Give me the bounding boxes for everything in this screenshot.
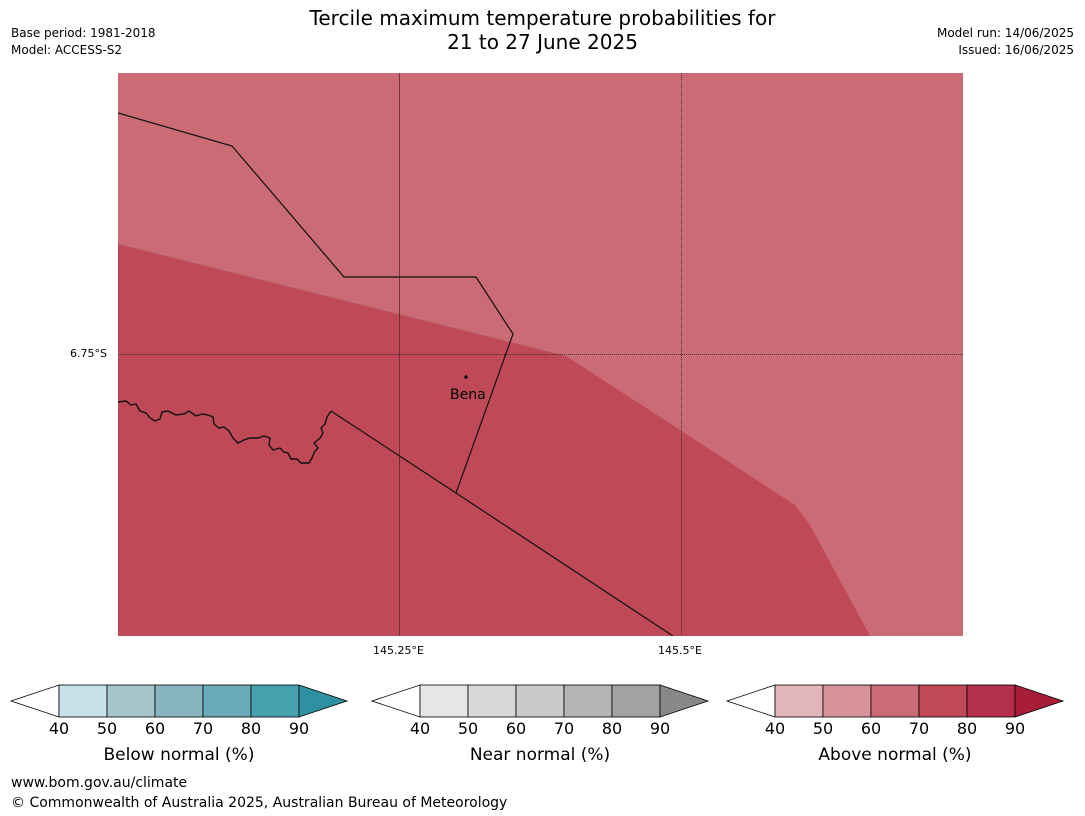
- colorbar-tick-label: 60: [860, 719, 882, 738]
- province-boundary-south: [330, 410, 674, 636]
- colorbar-below-normal: [9, 684, 349, 718]
- base-period-text: Base period: 1981-2018: [11, 26, 156, 40]
- colorbar-tick-label: 80: [601, 719, 623, 738]
- colorbar-tick-label: 90: [1004, 719, 1026, 738]
- longitude-label-145-5: 145.5°E: [658, 644, 702, 657]
- region-above-80-90: [118, 244, 870, 636]
- colorbar-segment: [467, 684, 517, 718]
- colorbar-tick-label: 70: [553, 719, 575, 738]
- footer-url: www.bom.gov.au/climate: [11, 775, 188, 791]
- forecast-map: [118, 73, 963, 636]
- colorbar-segment: [611, 684, 661, 718]
- colorbar-segment: [154, 684, 204, 718]
- colorbar-tick-label: 40: [409, 719, 431, 738]
- colorbar-near-normal: [370, 684, 710, 718]
- colorbar-high-arrow: [298, 684, 349, 718]
- metadata-right: Model run: 14/06/2025 Issued: 16/06/2025: [937, 25, 1074, 59]
- colorbar-segment: [563, 684, 613, 718]
- title-line-1: Tercile maximum temperature probabilitie…: [309, 6, 776, 30]
- colorbar-tick-label: 60: [505, 719, 527, 738]
- colorbar-high-arrow: [1014, 684, 1065, 718]
- colorbar-segment: [202, 684, 252, 718]
- colorbar-title-above-normal: Above normal (%): [818, 745, 972, 765]
- colorbar-strip: [9, 684, 1065, 718]
- map-title: Tercile maximum temperature probabilitie…: [0, 6, 1085, 54]
- colorbar-low-arrow: [370, 684, 421, 718]
- colorbar-segment: [822, 684, 872, 718]
- colorbar-tick-label: 70: [908, 719, 930, 738]
- colorbar-high-arrow: [659, 684, 710, 718]
- province-boundary: [118, 112, 514, 494]
- colorbar-above-normal: [725, 684, 1065, 718]
- colorbar-tick-label: 50: [457, 719, 479, 738]
- colorbar-tick-label: 90: [288, 719, 310, 738]
- place-label-bena: Bena: [450, 387, 486, 403]
- colorbar-tick-label: 80: [240, 719, 262, 738]
- colorbar-segment: [106, 684, 156, 718]
- colorbar-segment: [918, 684, 968, 718]
- colorbar-tick-label: 50: [96, 719, 118, 738]
- colorbar-tick-label: 90: [649, 719, 671, 738]
- colorbar-title-near-normal: Near normal (%): [469, 745, 611, 765]
- river-boundary: [118, 400, 332, 464]
- latitude-label: 6.75°S: [70, 347, 107, 360]
- longitude-label-145-25: 145.25°E: [373, 644, 424, 657]
- colorbar-tick-label: 70: [192, 719, 214, 738]
- colorbar-tick-label: 40: [48, 719, 70, 738]
- colorbar-title-below-normal: Below normal (%): [103, 745, 255, 765]
- colorbar-low-arrow: [725, 684, 776, 718]
- colorbar-segment: [58, 684, 108, 718]
- issued-text: Issued: 16/06/2025: [958, 43, 1074, 57]
- colorbar-segment: [250, 684, 300, 718]
- colorbar-segment: [966, 684, 1016, 718]
- colorbar-low-arrow: [9, 684, 60, 718]
- colorbar-tick-label: 50: [812, 719, 834, 738]
- model-text: Model: ACCESS-S2: [11, 43, 123, 57]
- colorbar-tick-label: 60: [144, 719, 166, 738]
- footer-copyright: © Commonwealth of Australia 2025, Austra…: [11, 795, 508, 811]
- colorbar-segment: [515, 684, 565, 718]
- colorbar-tick-label: 80: [956, 719, 978, 738]
- bena-marker: [464, 375, 468, 379]
- metadata-left: Base period: 1981-2018 Model: ACCESS-S2: [11, 25, 156, 59]
- model-run-text: Model run: 14/06/2025: [936, 26, 1074, 40]
- colorbar-segment: [870, 684, 920, 718]
- title-line-2: 21 to 27 June 2025: [447, 30, 638, 54]
- colorbar-segment: [419, 684, 469, 718]
- colorbar-segment: [774, 684, 824, 718]
- colorbar-tick-label: 40: [764, 719, 786, 738]
